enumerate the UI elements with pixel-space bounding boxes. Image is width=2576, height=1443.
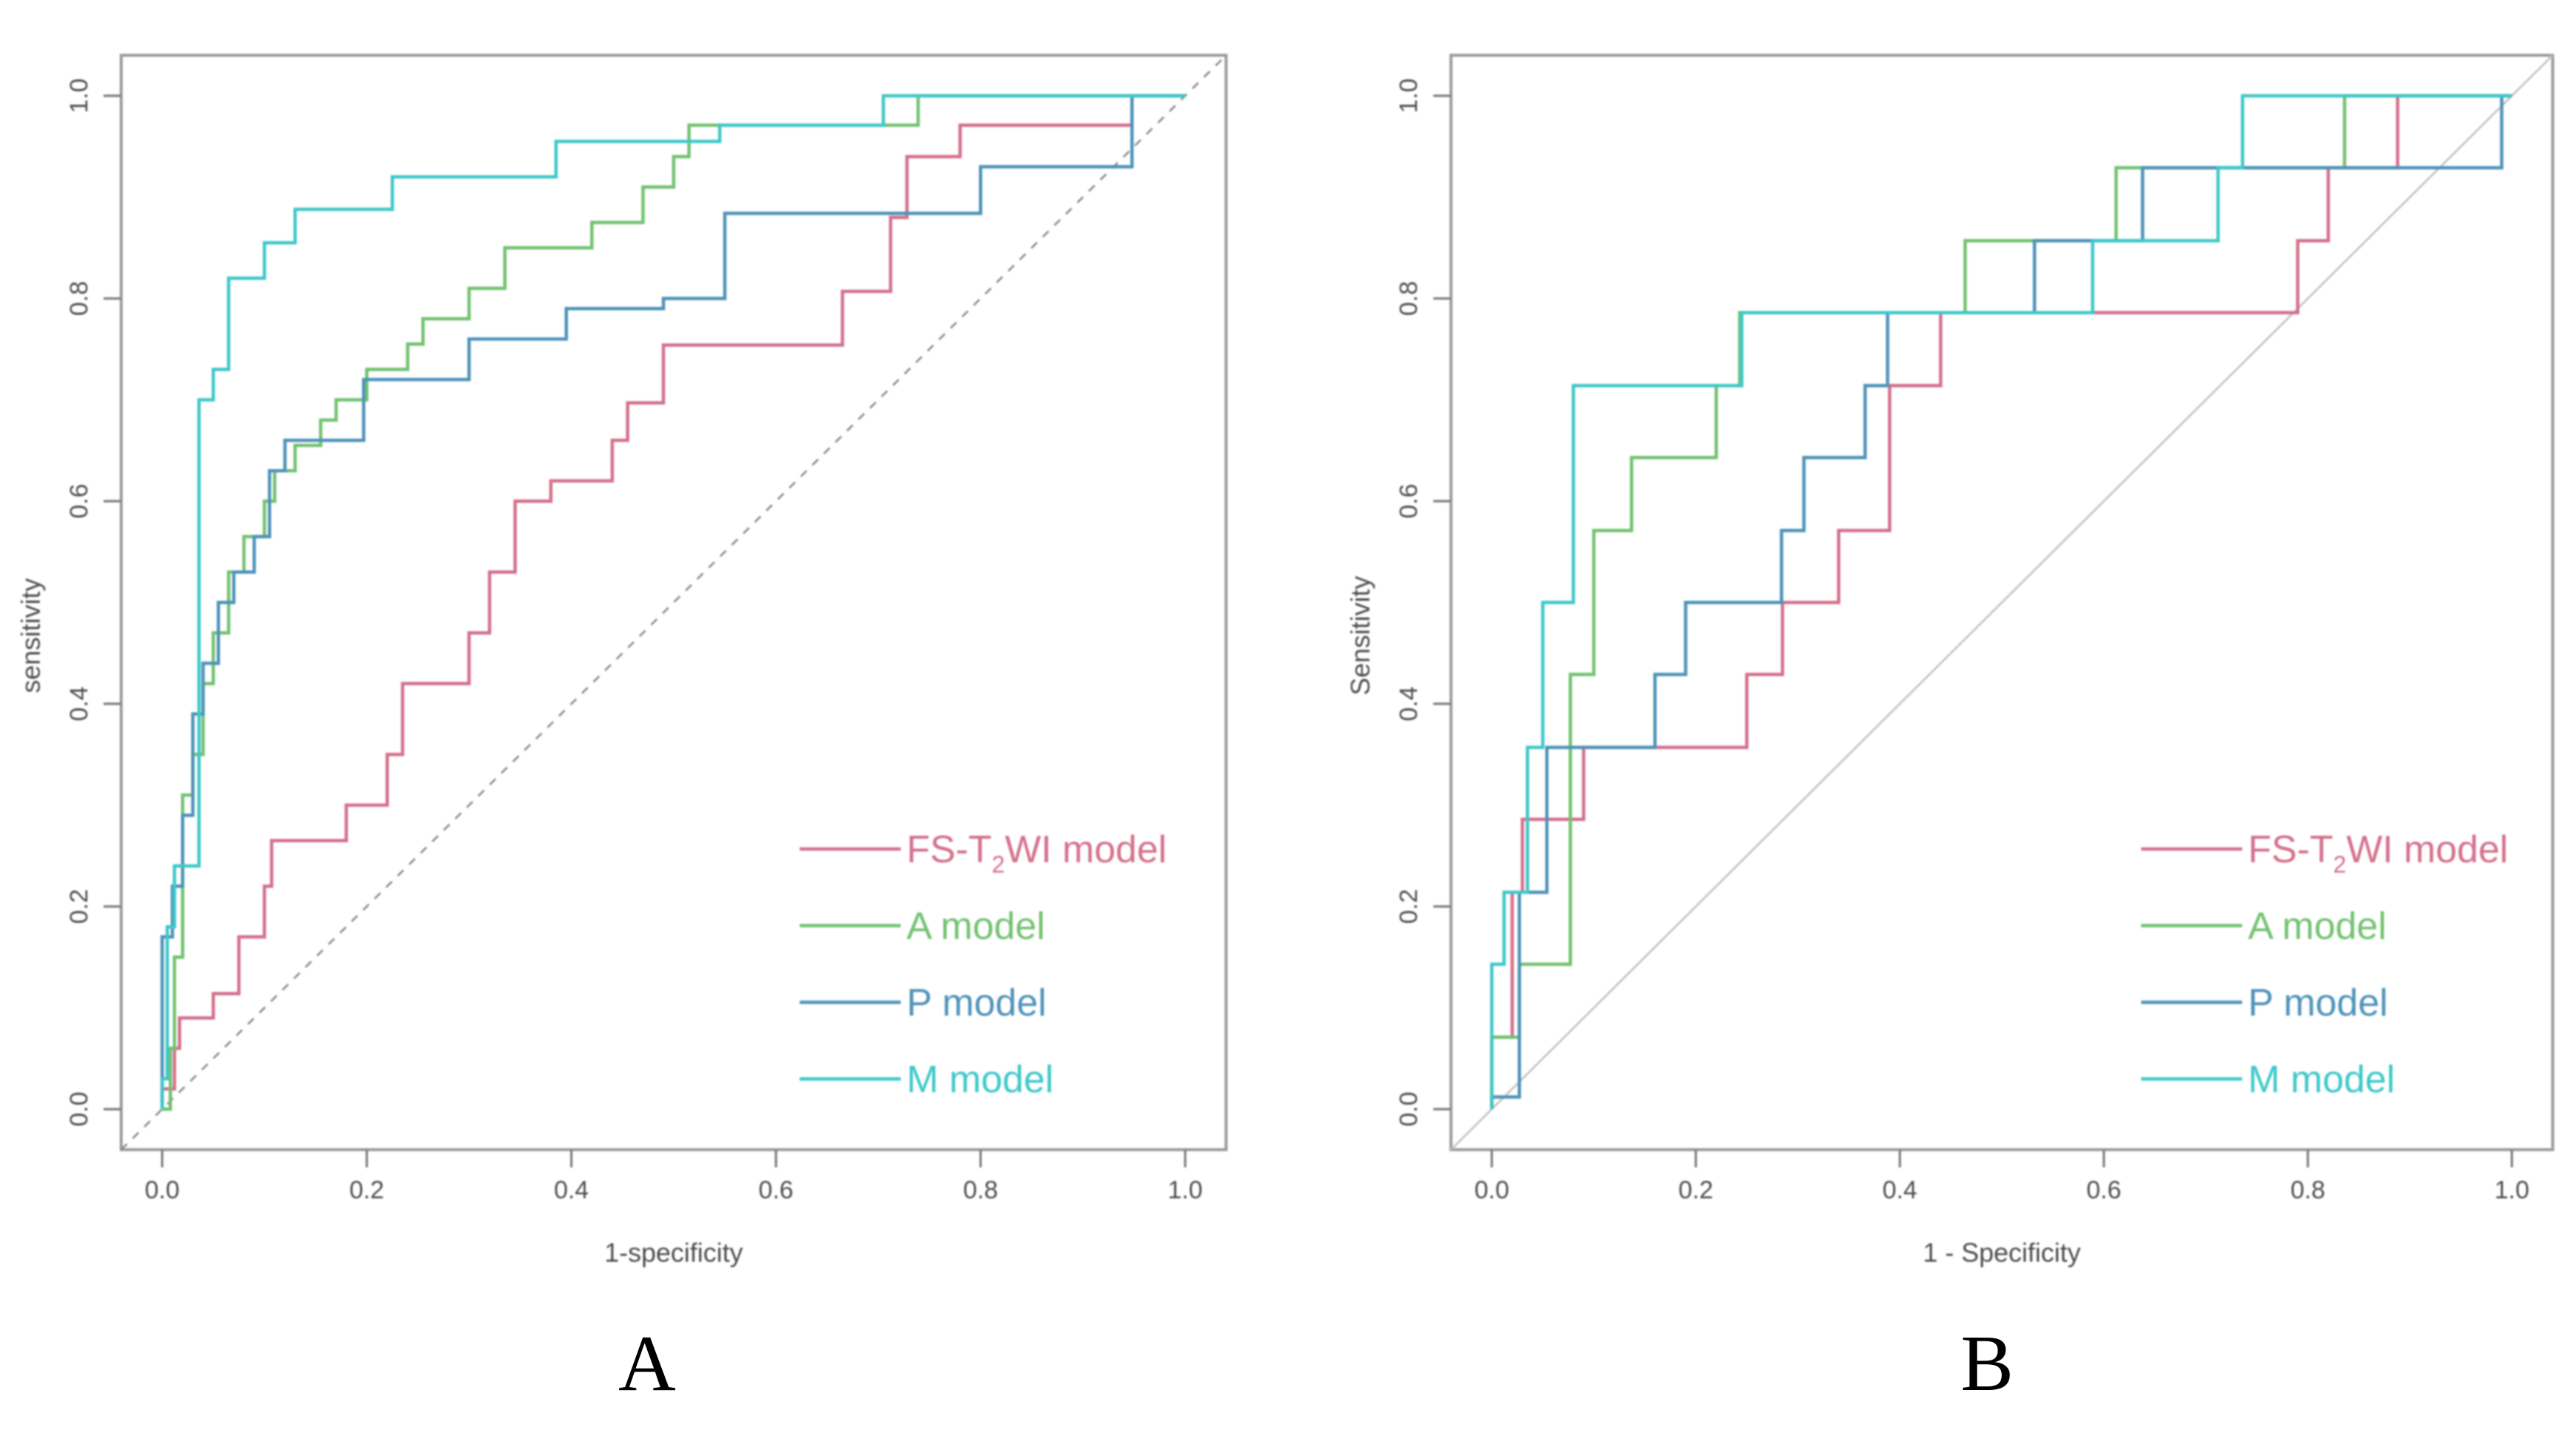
- legend-item-a-model: A model: [800, 905, 1045, 948]
- x-axis-tick-label: 0.6: [2087, 1176, 2121, 1204]
- roc-curve-a-model: [1490, 94, 2512, 1109]
- legend-label-p-model: P model: [907, 982, 1047, 1024]
- x-axis-tick-label: 0.2: [1678, 1176, 1713, 1204]
- y-axis-tick-label: 0.6: [65, 483, 93, 518]
- roc-curve-p-model: [160, 94, 1185, 1109]
- y-axis-tick-label: 0.6: [1395, 483, 1423, 518]
- plot-box: [119, 54, 1228, 1151]
- y-axis-tick-label: 0.0: [1395, 1091, 1423, 1126]
- x-axis-tick-label: 0.6: [758, 1176, 793, 1204]
- x-axis-label: 1-specificity: [604, 1237, 743, 1268]
- legend-label-m-model: M model: [2248, 1058, 2395, 1101]
- diagonal-reference-line: [1450, 55, 2554, 1150]
- legend-item-fs-t2wi-model: FS-T2​WI model: [2141, 828, 2508, 878]
- x-axis-tick-label: 1.0: [2494, 1176, 2529, 1204]
- legend-label-fs-t2wi-model: FS-T2​WI model: [2248, 828, 2508, 878]
- x-axis-tick-label: 0.8: [2291, 1176, 2325, 1204]
- plot-box: [1449, 54, 2555, 1151]
- y-axis-tick-label: 0.4: [65, 686, 93, 721]
- x-axis-tick-label: 0.2: [349, 1176, 384, 1204]
- legend-label-m-model: M model: [907, 1058, 1053, 1101]
- y-axis-label: sensitivity: [15, 578, 46, 693]
- legend-item-p-model: P model: [2141, 982, 2388, 1024]
- legend-item-fs-t2wi-model: FS-T2​WI model: [800, 828, 1167, 878]
- panel-b-caption: B: [1960, 1320, 2014, 1408]
- x-axis-tick-label: 0.4: [1882, 1176, 1917, 1204]
- y-axis-tick-label: 0.2: [65, 889, 93, 923]
- legend-label-p-model: P model: [2248, 982, 2388, 1024]
- legend-item-p-model: P model: [800, 982, 1047, 1024]
- y-axis-tick-label: 0.2: [1395, 889, 1423, 923]
- x-axis-tick-label: 0.0: [1474, 1176, 1509, 1204]
- x-axis-tick-label: 1.0: [1167, 1176, 1202, 1204]
- y-axis-tick-label: 0.8: [65, 281, 93, 315]
- x-axis-tick-label: 0.4: [554, 1176, 589, 1204]
- x-axis-tick-label: 0.0: [144, 1176, 179, 1204]
- x-axis-tick-label: 0.8: [963, 1176, 998, 1204]
- roc-curve-m-model: [1490, 94, 2512, 1109]
- y-axis-tick-label: 1.0: [65, 78, 93, 113]
- diagonal-reference-line: [120, 55, 1227, 1150]
- roc-curve-fs-t2wi-model: [160, 94, 1185, 1109]
- legend-label-a-model: A model: [2248, 905, 2387, 948]
- legend: FS-T2​WI model A model P model M model: [800, 828, 1167, 1101]
- roc-panel-b: 0.0 0.2 0.4 0.6 0.8 1.0 0.0 0.2 0.4 0.6 0.8 1.0 1 - …: [1345, 54, 2555, 1268]
- legend: FS-T2​WI model A model P model M model: [2141, 828, 2508, 1101]
- y-axis-tick-label: 0.0: [65, 1091, 93, 1126]
- legend-label-fs-t2wi-model: FS-T2​WI model: [907, 828, 1167, 878]
- roc-panel-a: 0.0 0.2 0.4 0.6 0.8 1.0 0.0 0.2 0.4 0.6 0.8 1.0 1-sp…: [15, 54, 1228, 1268]
- panel-a-caption: A: [618, 1320, 676, 1408]
- legend-item-a-model: A model: [2141, 905, 2387, 948]
- legend-label-a-model: A model: [907, 905, 1045, 948]
- y-axis-tick-label: 1.0: [1395, 78, 1423, 113]
- y-axis-tick-label: 0.4: [1395, 686, 1423, 721]
- roc-curve-m-model: [160, 94, 1185, 1109]
- legend-item-m-model: M model: [800, 1058, 1053, 1101]
- legend-item-m-model: M model: [2141, 1058, 2395, 1101]
- x-axis-label: 1 - Specificity: [1923, 1237, 2081, 1268]
- y-axis-tick-label: 0.8: [1395, 281, 1423, 315]
- y-axis-label: Sensitivity: [1345, 576, 1375, 695]
